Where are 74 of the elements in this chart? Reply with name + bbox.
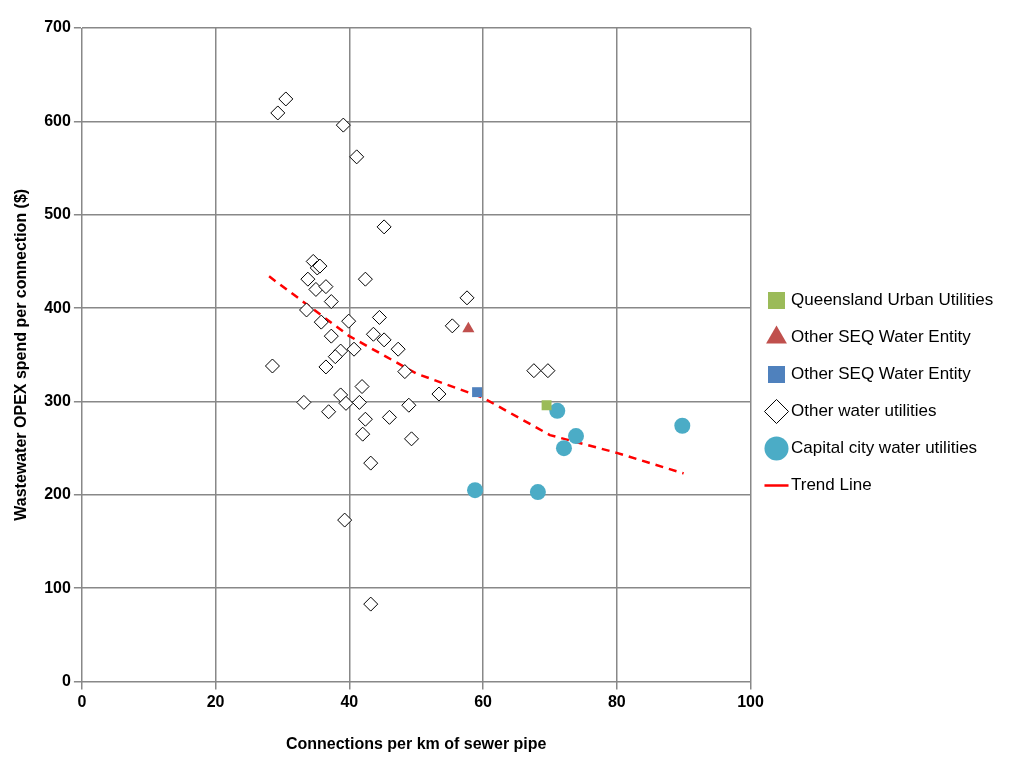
point <box>338 395 354 411</box>
y-tick-label: 700 <box>44 18 71 36</box>
point <box>308 281 324 297</box>
point <box>333 387 349 403</box>
point <box>335 117 351 133</box>
y-axis-title: Wastewater OPEX spend per connection ($) <box>12 188 30 521</box>
point <box>555 440 572 457</box>
x-tick-label: 0 <box>77 692 87 710</box>
point <box>390 341 406 357</box>
point <box>674 417 691 434</box>
y-tick-label: 300 <box>44 391 71 409</box>
point <box>540 363 556 379</box>
y-tick-label: 500 <box>44 205 71 223</box>
point <box>323 294 339 310</box>
point <box>270 105 286 121</box>
point <box>341 313 357 329</box>
point <box>313 314 329 330</box>
point <box>363 455 379 471</box>
x-tick-label: 80 <box>607 692 626 710</box>
point <box>346 341 362 357</box>
point <box>376 332 392 348</box>
y-tick-label: 100 <box>44 578 71 596</box>
x-axis-title: Connections per km of sewer pipe <box>285 734 547 752</box>
x-tick-label: 40 <box>340 692 359 710</box>
legend-label: Queensland Urban Utilities <box>791 290 994 310</box>
y-tick-label: 600 <box>44 111 71 129</box>
point <box>467 482 484 499</box>
legend-label: Other water utilities <box>791 401 937 421</box>
x-tick-label: 100 <box>737 692 764 710</box>
point <box>357 411 373 427</box>
point <box>264 358 280 374</box>
legend-label: Capital city water utilities <box>791 438 978 458</box>
point <box>397 364 413 380</box>
point <box>549 402 566 419</box>
legend-label: Trend Line <box>791 475 872 495</box>
x-tick-label: 60 <box>474 692 493 710</box>
point <box>567 428 584 445</box>
point <box>278 91 294 107</box>
legend-label: Other SEQ Water Entity <box>791 327 972 347</box>
point <box>318 279 334 295</box>
x-tick-label: 20 <box>206 692 225 710</box>
y-tick-label: 200 <box>44 485 71 503</box>
point <box>381 409 397 425</box>
point <box>300 271 316 287</box>
point <box>462 321 475 333</box>
point <box>371 309 387 325</box>
point <box>401 397 417 413</box>
point <box>299 302 315 318</box>
point <box>541 400 552 411</box>
point <box>323 328 339 344</box>
legend-label: Other SEQ Water Entity <box>791 364 972 384</box>
line-series <box>267 275 685 475</box>
point <box>296 394 312 410</box>
point <box>321 404 337 420</box>
point <box>357 271 373 287</box>
point <box>529 484 546 501</box>
point <box>354 379 370 395</box>
point <box>363 596 379 612</box>
point <box>327 349 343 365</box>
point <box>365 326 381 342</box>
point <box>472 387 482 398</box>
point <box>431 386 447 402</box>
y-tick-label: 400 <box>44 298 71 316</box>
point <box>526 363 542 379</box>
point <box>349 149 365 165</box>
point <box>337 512 353 528</box>
y-tick-label: 0 <box>61 672 71 690</box>
point <box>444 318 460 334</box>
point <box>318 359 334 375</box>
point <box>459 290 475 306</box>
point <box>355 426 371 442</box>
point <box>351 394 367 410</box>
point <box>404 431 420 447</box>
point <box>376 219 392 235</box>
